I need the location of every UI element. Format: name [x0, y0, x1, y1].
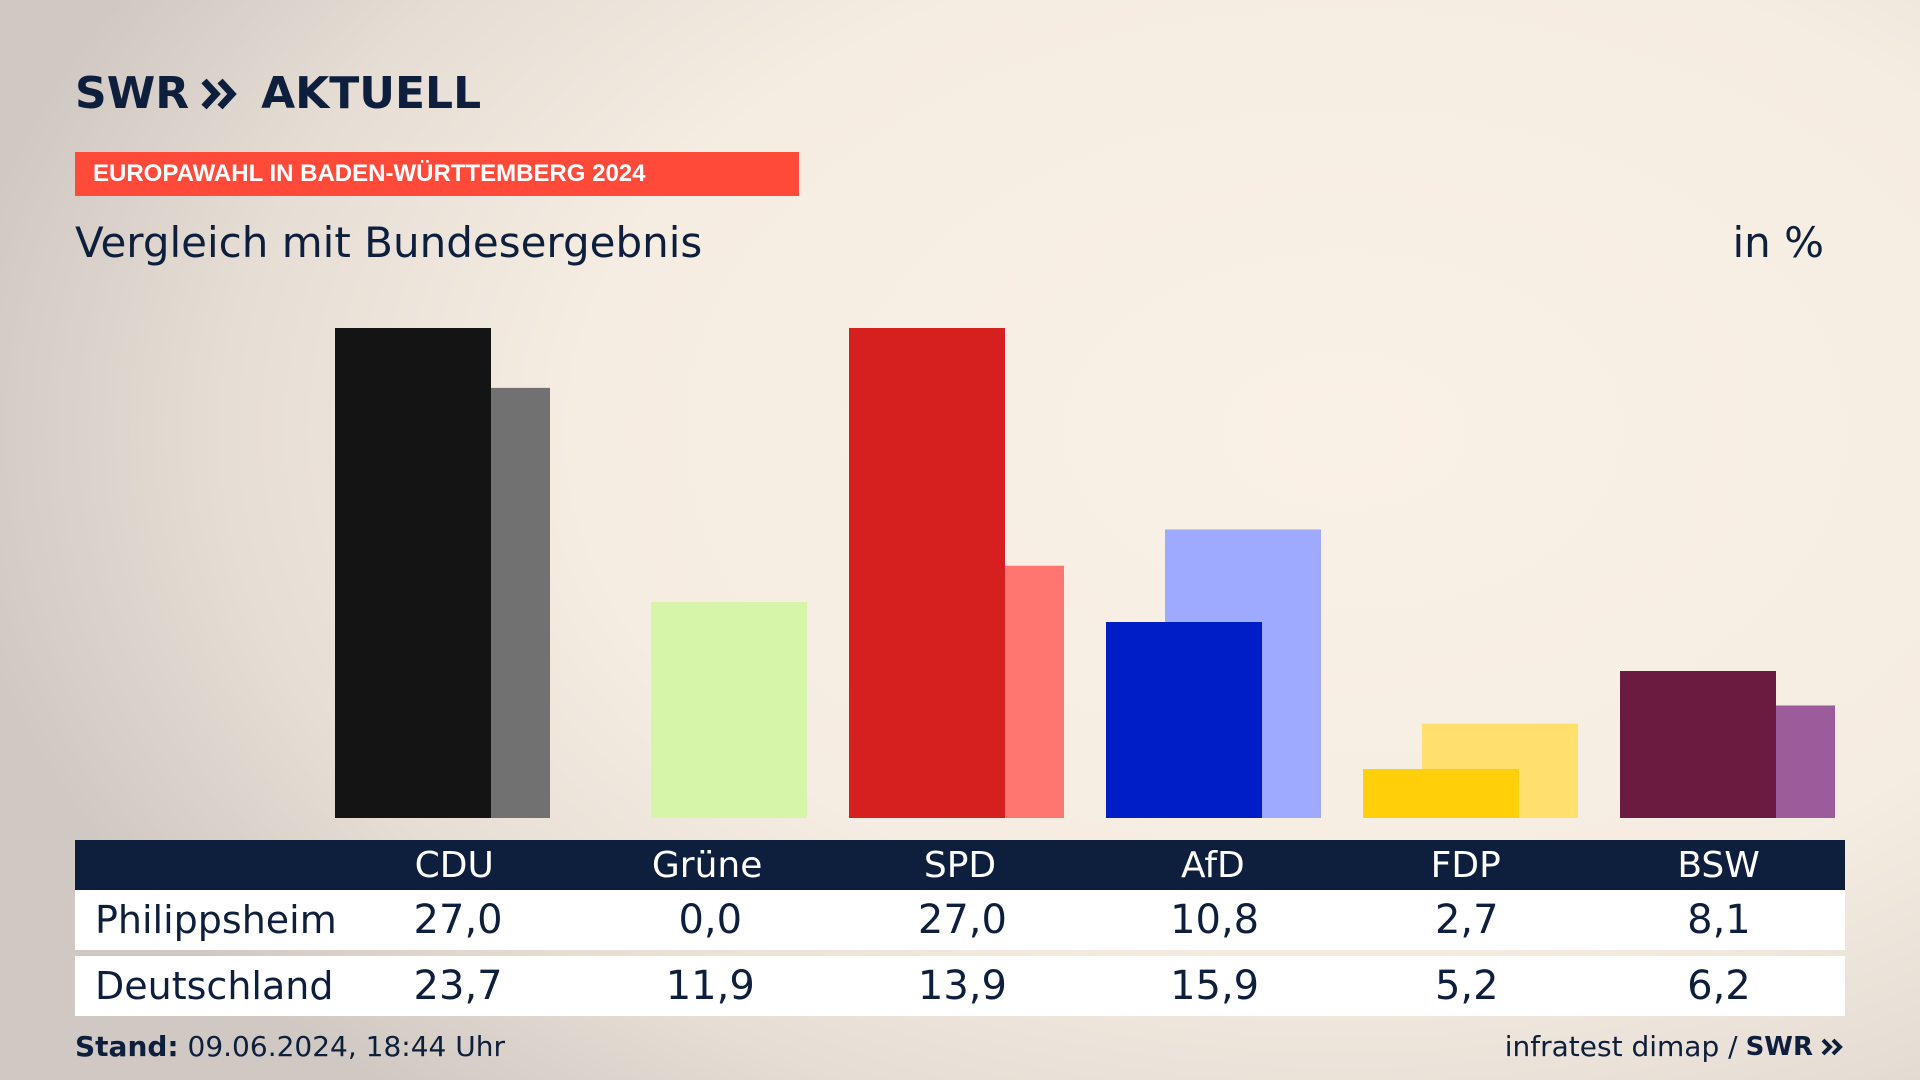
swr-aktuell-logo: SWR AKTUELL: [75, 68, 481, 119]
bar-philippsheim-cdu: [335, 328, 491, 818]
bar-chart: [335, 328, 1835, 818]
results-table: CDU Grüne SPD AfD FDP BSW Philippsheim 2…: [75, 840, 1845, 1016]
table-cell: 23,7: [413, 963, 503, 1009]
logo-aktuell-text: AKTUELL: [261, 68, 482, 119]
table-header: CDU Grüne SPD AfD FDP BSW: [75, 840, 1845, 890]
table-cell: 5,2: [1434, 963, 1499, 1009]
chart-subtitle: Vergleich mit Bundesergebnis: [75, 218, 703, 267]
header-fdp: FDP: [1430, 844, 1501, 886]
header-afd: AfD: [1180, 844, 1245, 886]
unit-label: in %: [1732, 218, 1824, 267]
header-cdu: CDU: [414, 844, 494, 886]
row-label: Deutschland: [95, 964, 334, 1008]
chevrons-icon: [1821, 1038, 1843, 1055]
bar-philippsheim-spd: [849, 328, 1005, 818]
election-banner: EUROPAWAHL IN BADEN-WÜRTTEMBERG 2024: [75, 152, 799, 196]
footer-source: infratest dimap / SWR: [1505, 1030, 1845, 1063]
bar-philippsheim-bsw: [1620, 671, 1776, 818]
footer-stand: Stand: 09.06.2024, 18:44 Uhr: [75, 1030, 505, 1063]
table-cell: 15,9: [1170, 963, 1260, 1009]
header-spd: SPD: [923, 844, 997, 886]
table-row: Deutschland 23,7 11,9 13,9 15,9 5,2 6,2: [75, 956, 1845, 1016]
bar-philippsheim-afd: [1106, 622, 1262, 818]
table-cell: 0,0: [678, 897, 743, 943]
bar-deutschland-grüne: [651, 602, 807, 818]
table-cell: 6,2: [1687, 963, 1751, 1009]
row-label: Philippsheim: [95, 898, 337, 942]
source-text: infratest dimap /: [1504, 1030, 1738, 1063]
swr-small-logo-text: SWR: [1745, 1031, 1813, 1062]
header-bsw: BSW: [1677, 844, 1760, 886]
bar-philippsheim-fdp: [1363, 769, 1519, 818]
stand-label: Stand:: [75, 1030, 179, 1063]
table-cell: 2,7: [1434, 897, 1499, 943]
table-cell: 27,0: [917, 897, 1007, 943]
chevrons-icon: [201, 78, 237, 109]
table-row: Philippsheim 27,0 0,0 27,0 10,8 2,7 8,1: [75, 890, 1845, 950]
table-cell: 13,9: [917, 963, 1007, 1009]
header-gruene: Grüne: [651, 844, 763, 886]
stand-value: 09.06.2024, 18:44 Uhr: [187, 1030, 505, 1063]
logo-swr-text: SWR: [75, 68, 190, 119]
table-cell: 10,8: [1170, 897, 1260, 943]
table-cell: 8,1: [1687, 897, 1751, 943]
table-cell: 27,0: [413, 897, 503, 943]
table-cell: 11,9: [665, 963, 755, 1009]
